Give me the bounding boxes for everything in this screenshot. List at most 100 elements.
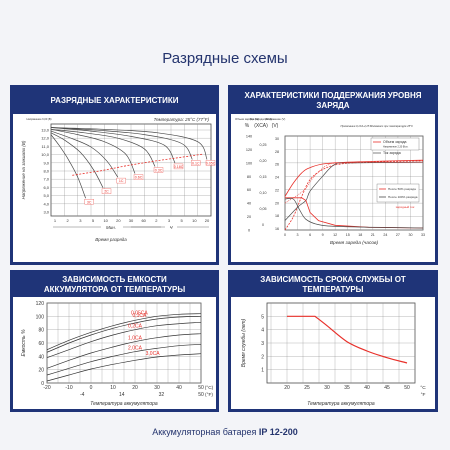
float-y-axis-unit: % [245, 123, 250, 129]
capacity-x-tick-c: 40 [176, 385, 182, 391]
discharge-curve-label-box [84, 199, 94, 205]
float-legend-label: Объем заряда [383, 140, 407, 144]
float-y-axis-title: Объем заряда (%) [235, 117, 259, 121]
discharge-unit-min: Мин. [106, 225, 116, 230]
float-x-tick: 0 [284, 233, 286, 237]
capacity-x-unit-f: (°F) [205, 392, 213, 398]
discharge-x-tick: 30 [129, 218, 134, 223]
discharge-x-label: Время разряда [95, 237, 127, 242]
life-x-tick-c: 25 [304, 385, 310, 391]
discharge-x-tick: 10 [103, 218, 108, 223]
float-y-tick-pct: 0 [248, 229, 250, 233]
discharge-x-tick: 2 [67, 218, 70, 223]
float-y-tick-voltage: 26 [275, 163, 279, 167]
float-legend-label: После 100% разряда [388, 195, 418, 199]
float-x-tick: 24 [383, 233, 387, 237]
float-x-tick: 15 [346, 233, 350, 237]
float-x-tick: 9 [322, 233, 324, 237]
discharge-curve-label-box [116, 177, 126, 184]
life-y-tick: 2 [261, 354, 264, 360]
float-subtitle: Примечание 0,1CA-2,25 В/элемент при темп… [340, 124, 413, 128]
life-y-tick: 5 [261, 314, 264, 320]
life-x-tick-c: 50 [404, 385, 410, 391]
discharge-curve-label-box [191, 160, 201, 166]
float-x-tick: 18 [358, 233, 362, 237]
discharge-unit-hour: Ч [169, 225, 173, 230]
discharge-curve [50, 134, 87, 199]
float-y-tick-voltage: 18 [275, 214, 279, 218]
float-y-tick-voltage: 20 [275, 201, 279, 205]
capacity-x-tick-f: 32 [159, 392, 165, 398]
discharge-x-tick: 3 [168, 218, 171, 223]
float-y-axis-title: Напряжение (V) [265, 117, 286, 121]
capacity-x-tick-f: 50 [198, 392, 204, 398]
capacity-x-tick-c: 50 [198, 385, 204, 391]
float-y-tick-pct: 20 [247, 215, 251, 219]
float-legend-box-2 [376, 183, 420, 203]
capacity-x-tick-c: -20 [43, 385, 50, 391]
capacity-curve [46, 343, 202, 376]
life-curve [287, 315, 408, 364]
capacity-curve-label: 1,0CA [128, 336, 143, 342]
capacity-y-label: Емкость % [21, 329, 27, 357]
discharge-cutoff-line [72, 153, 204, 176]
discharge-curve-label: 0.1C [192, 161, 200, 165]
capacity-x-tick-c: 0 [90, 385, 93, 391]
capacity-x-tick-c: 10 [110, 385, 116, 391]
float-y-tick-current: 0,10 [260, 191, 267, 195]
float-y-tick-voltage: 16 [275, 227, 279, 231]
discharge-curve-label: 1C [119, 179, 124, 183]
float-y-tick-current: 0 [262, 223, 264, 227]
discharge-x-tick: 5 [181, 218, 184, 223]
capacity-y-tick: 100 [36, 314, 45, 320]
discharge-curve [50, 128, 136, 174]
discharge-curve-label-box [153, 167, 164, 173]
discharge-curve-label: 3C [87, 200, 92, 204]
capacity-curve-label: 0,2CA [128, 324, 143, 330]
float-voltage-curve-50 [284, 161, 424, 204]
float-y-axis-unit: (XCA) [254, 123, 268, 129]
life-x-unit-c: °C [420, 385, 426, 391]
float-y-tick-current: 0,25 [260, 143, 267, 147]
life-y-tick: 1 [261, 368, 264, 374]
capacity-curve [46, 313, 202, 351]
discharge-y-tick: 10,0 [41, 152, 50, 157]
discharge-x-tick: 5 [92, 218, 95, 223]
float-x-label: Время заряда (часов) [330, 240, 379, 246]
discharge-curve-label: 2C [104, 190, 109, 194]
life-y-tick: 3 [261, 341, 264, 347]
float-x-tick: 21 [371, 233, 375, 237]
discharge-y-tick: 6,0 [43, 185, 49, 190]
capacity-x-tick-c: 30 [154, 385, 160, 391]
capacity-x-label: Температура аккумулятора [90, 401, 158, 407]
float-y-tick-pct: 60 [247, 188, 251, 192]
life-y-label: Время службы (лет) [241, 318, 247, 367]
discharge-x-tick: 1 [54, 218, 57, 223]
discharge-curve-label-box [133, 174, 144, 180]
page-title: Разрядные схемы [162, 50, 288, 67]
discharge-curve [50, 127, 208, 160]
float-legend-box-1 [370, 137, 420, 151]
float-x-tick: 33 [421, 233, 425, 237]
discharge-x-tick: 3 [79, 218, 82, 223]
float-charge-volume-50 [284, 159, 424, 197]
capacity-curve-label: 0,05CA [131, 310, 148, 316]
float-y-tick-pct: 100 [246, 161, 252, 165]
footer-model: IP 12-200 [258, 427, 298, 437]
discharge-curve-label: 0.3C [155, 168, 163, 172]
discharge-curve-label: 0.18C [174, 165, 184, 169]
float-x-tick: 30 [408, 233, 412, 237]
life-x-tick-c: 35 [344, 385, 350, 391]
float-y-tick-current: 0,20 [260, 159, 267, 163]
discharge-x-tick: 60 [141, 218, 146, 223]
footer: Аккумуляторная батарея IP 12-200 [0, 427, 450, 437]
discharge-curve-label-box [173, 163, 184, 170]
float-x-tick: 6 [309, 233, 311, 237]
float-y-axis-title: Ток заряда (XCA) [250, 117, 273, 121]
float-y-tick-pct: 120 [246, 148, 252, 152]
discharge-chart: 13,0 12,0 11,0 10,0 9,0 8,0 7,0 6,0 5,0 4,0 3,0 1 2 3… [21, 117, 216, 242]
capacity-y-tick: 80 [38, 328, 44, 334]
float-y-tick-voltage: 28 [275, 150, 279, 154]
discharge-y-tick: 9,0 [43, 160, 49, 165]
discharge-curve [50, 130, 118, 178]
